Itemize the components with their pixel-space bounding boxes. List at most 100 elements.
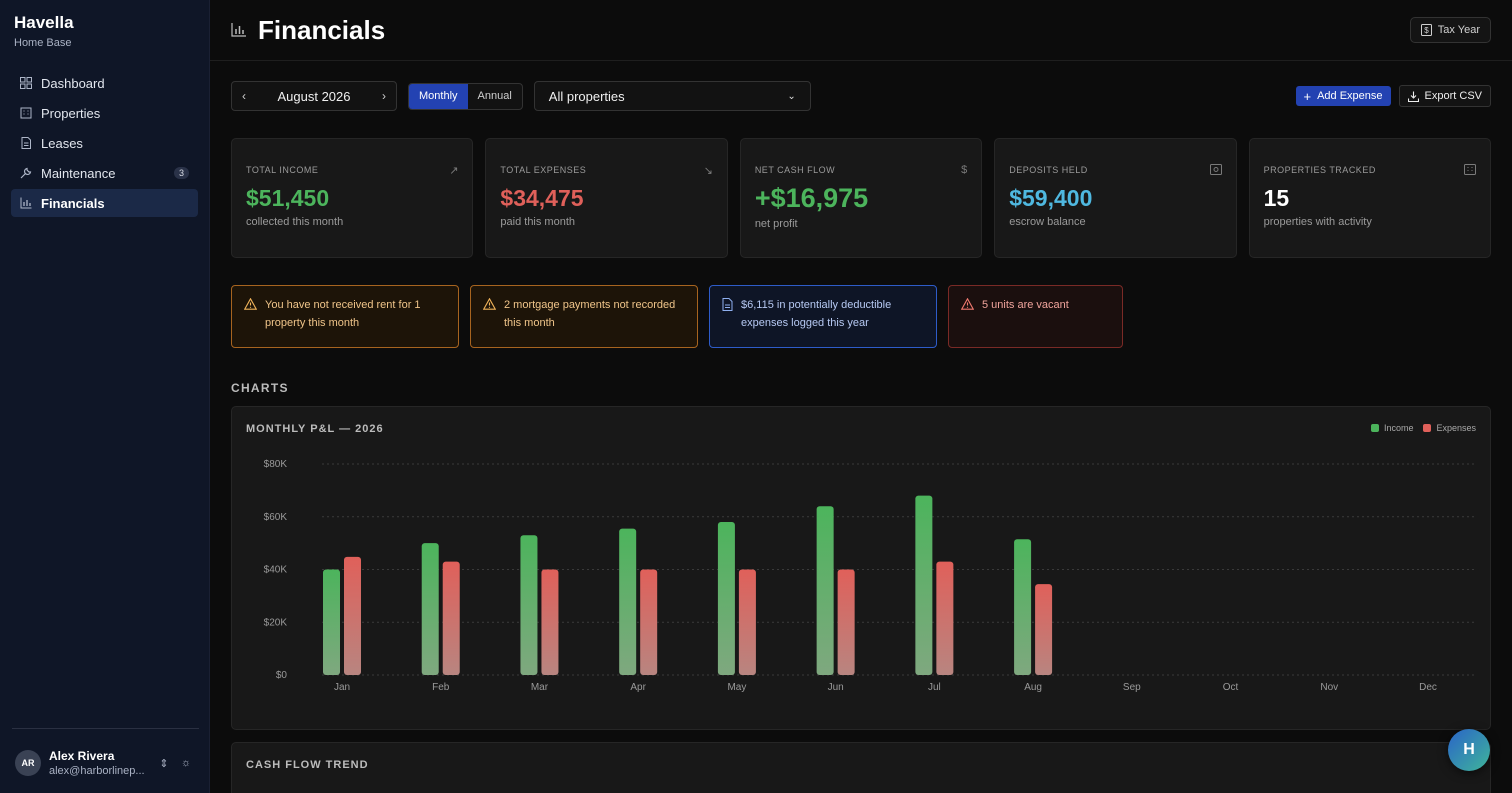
x-tick-label: Jun <box>828 682 844 693</box>
chart-icon <box>20 197 32 209</box>
stat-label: DEPOSITS HELD <box>1009 165 1088 175</box>
trend-up-icon: ↗ <box>449 165 459 177</box>
sidebar-item-leases[interactable]: Leases <box>11 129 198 157</box>
bar-expenses-mar[interactable] <box>541 569 559 676</box>
chevron-right-icon[interactable]: › <box>381 89 386 103</box>
legend-item-income[interactable]: Income <box>1370 423 1414 433</box>
alert-rent-missing[interactable]: You have not received rent for 1 propert… <box>231 285 459 348</box>
bar-income-mar[interactable] <box>520 535 538 675</box>
dashboard-icon <box>20 77 32 89</box>
bar-income-jul[interactable] <box>915 495 933 675</box>
chevron-up-down-icon[interactable]: ⇕ <box>159 757 169 770</box>
bar-expenses-apr[interactable] <box>640 569 658 676</box>
legend-label: Income <box>1383 423 1414 433</box>
legend-item-expenses[interactable]: Expenses <box>1423 423 1476 433</box>
stat-value: $34,475 <box>500 185 584 211</box>
alerts: You have not received rent for 1 propert… <box>231 285 1123 348</box>
bar-chart-icon <box>231 23 246 37</box>
warning-icon <box>961 298 974 347</box>
chevron-down-icon: ⌄ <box>787 90 796 102</box>
stat-card-properties-tracked: PROPERTIES TRACKED 15 properties with ac… <box>1248 138 1492 258</box>
sidebar-item-label: Maintenance <box>41 165 116 181</box>
sidebar-item-label: Dashboard <box>41 75 105 91</box>
bar-income-apr[interactable] <box>619 528 637 675</box>
x-tick-label: Oct <box>1223 682 1239 693</box>
stat-card-total-expenses: TOTAL EXPENSES ↘ $34,475 paid this month <box>485 138 728 258</box>
y-tick-label: $80K <box>264 459 288 470</box>
x-tick-label: Feb <box>432 682 450 693</box>
user-info[interactable]: Alex Rivera alex@harborlinep... <box>49 749 149 777</box>
bar-income-may[interactable] <box>717 522 735 675</box>
bar-expenses-jul[interactable] <box>936 561 954 675</box>
y-tick-label: $0 <box>276 670 288 681</box>
export-csv-button[interactable]: Export CSV <box>1398 85 1491 107</box>
stat-sub: paid this month <box>500 216 576 228</box>
avatar[interactable]: AR <box>15 750 41 776</box>
bar-expenses-aug[interactable] <box>1035 584 1053 675</box>
filter-controls: ‹ August 2026 › Monthly Annual All prope… <box>231 81 1491 111</box>
bar-expenses-feb[interactable] <box>442 561 460 675</box>
sidebar-item-properties[interactable]: Properties <box>11 99 198 127</box>
chevron-left-icon[interactable]: ‹ <box>242 89 246 103</box>
alert-deductible-expenses[interactable]: $6,115 in potentially deductible expense… <box>709 285 937 348</box>
x-tick-label: Nov <box>1320 682 1338 693</box>
view-toggle: Monthly Annual <box>408 82 523 110</box>
stat-card-deposits-held: DEPOSITS HELD $59,400 escrow balance <box>994 138 1237 258</box>
month-navigator: ‹ August 2026 › <box>231 81 397 111</box>
warning-icon <box>244 298 257 347</box>
legend-swatch-income <box>1370 424 1379 432</box>
stat-value: $59,400 <box>1009 185 1093 211</box>
stat-sub: escrow balance <box>1009 216 1086 228</box>
add-expense-button[interactable]: + Add Expense <box>1295 86 1391 106</box>
download-icon <box>1407 91 1419 102</box>
alert-mortgage-missing[interactable]: 2 mortgage payments not recorded this mo… <box>470 285 698 348</box>
month-label: August 2026 <box>277 88 351 104</box>
sun-icon[interactable]: ☼ <box>180 757 192 769</box>
alert-vacant-units[interactable]: 5 units are vacant <box>948 285 1123 348</box>
property-select[interactable]: All properties ⌄ <box>533 81 811 111</box>
alert-text: 5 units are vacant <box>982 299 1069 311</box>
bar-income-feb[interactable] <box>421 543 439 675</box>
export-csv-label: Export CSV <box>1424 90 1482 102</box>
stat-value: $51,450 <box>246 185 330 211</box>
monthly-pl-chart: $0 $20K $40K $60K $80K Jan Feb Mar Apr May Jun Jul A… <box>264 459 1477 693</box>
x-tick-label: Apr <box>630 682 646 693</box>
bar-expenses-jun[interactable] <box>837 569 855 676</box>
x-tick-label: Jan <box>334 682 350 693</box>
alert-text: $6,115 in potentially deductible expense… <box>741 299 892 329</box>
bar-expenses-jan[interactable] <box>344 556 361 675</box>
user-name: Alex Rivera <box>49 749 115 763</box>
page-title: Financials <box>258 14 386 45</box>
sidebar-item-label: Financials <box>41 195 105 211</box>
stat-card-total-income: TOTAL INCOME ↗ $51,450 collected this mo… <box>231 138 474 258</box>
bar-income-jan[interactable] <box>323 569 340 676</box>
tax-year-label: Tax Year <box>1437 24 1480 36</box>
cash-flow-trend-title: CASH FLOW TREND <box>246 759 369 771</box>
document-icon <box>722 298 733 347</box>
sidebar-item-label: Leases <box>41 135 83 151</box>
svg-text:$: $ <box>1424 26 1429 35</box>
page-header: Financials $ Tax Year <box>210 0 1512 61</box>
sidebar-item-maintenance[interactable]: Maintenance 3 <box>11 159 198 187</box>
view-annual-button[interactable]: Annual <box>477 90 512 102</box>
dollar-doc-icon: $ <box>1420 24 1432 36</box>
view-monthly-button[interactable]: Monthly <box>409 83 468 109</box>
chart-title: MONTHLY P&L — 2026 <box>246 423 384 435</box>
brand: Havella Home Base <box>0 0 209 49</box>
tax-year-button[interactable]: $ Tax Year <box>1409 17 1491 43</box>
stat-sub: net profit <box>754 218 798 230</box>
sidebar-item-dashboard[interactable]: Dashboard <box>11 69 198 97</box>
bar-income-jun[interactable] <box>816 506 834 675</box>
y-tick-label: $40K <box>264 565 288 576</box>
stat-sub: collected this month <box>246 216 344 228</box>
chart-legend: Income Expenses <box>1370 423 1476 433</box>
assistant-fab[interactable]: H <box>1448 729 1490 771</box>
bar-expenses-may[interactable] <box>738 569 756 676</box>
brand-title: Havella <box>14 13 74 32</box>
sidebar-item-financials[interactable]: Financials <box>11 189 198 217</box>
y-tick-label: $20K <box>264 617 288 628</box>
x-tick-label: Dec <box>1419 682 1437 693</box>
bar-income-aug[interactable] <box>1014 539 1032 675</box>
stat-value: 15 <box>1263 185 1290 211</box>
